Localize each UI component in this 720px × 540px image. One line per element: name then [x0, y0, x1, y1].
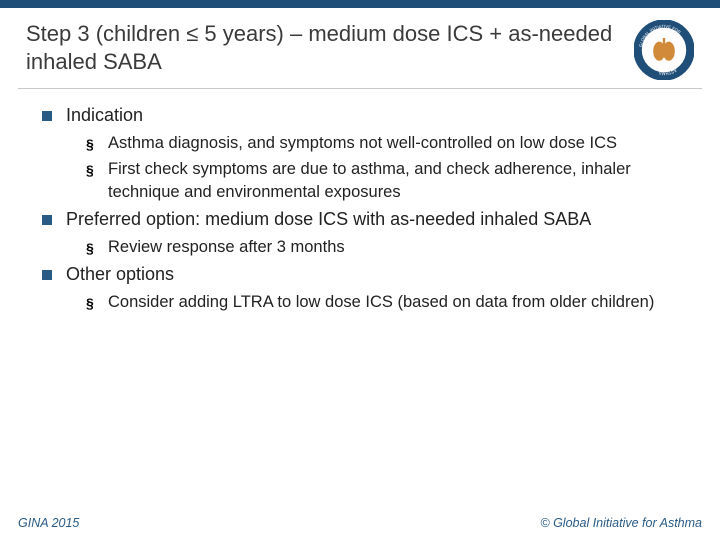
list-item-text: Asthma diagnosis, and symptoms not well-… — [108, 132, 617, 154]
section-sublist: § Consider adding LTRA to low dose ICS (… — [86, 291, 694, 313]
list-item: § Review response after 3 months — [86, 236, 694, 258]
gina-logo-icon: GLOBAL INITIATIVE FOR ASTHMA — [634, 20, 694, 80]
top-accent-bar — [0, 0, 720, 8]
header-divider — [18, 88, 702, 89]
square-bullet-icon — [42, 111, 52, 121]
section-heading-text: Other options — [66, 264, 174, 285]
section-other: Other options § Consider adding LTRA to … — [42, 264, 694, 313]
block-bullet-icon: § — [86, 294, 96, 313]
section-sublist: § Asthma diagnosis, and symptoms not wel… — [86, 132, 694, 203]
section-sublist: § Review response after 3 months — [86, 236, 694, 258]
content-area: Indication § Asthma diagnosis, and sympt… — [0, 99, 720, 516]
section-heading: Indication — [42, 105, 694, 126]
square-bullet-icon — [42, 215, 52, 225]
list-item: § Asthma diagnosis, and symptoms not wel… — [86, 132, 694, 154]
header: Step 3 (children ≤ 5 years) – medium dos… — [0, 8, 720, 88]
square-bullet-icon — [42, 270, 52, 280]
list-item: § First check symptoms are due to asthma… — [86, 158, 694, 203]
block-bullet-icon: § — [86, 161, 96, 180]
section-heading-text: Indication — [66, 105, 143, 126]
block-bullet-icon: § — [86, 239, 96, 258]
list-item-text: Consider adding LTRA to low dose ICS (ba… — [108, 291, 654, 313]
section-preferred: Preferred option: medium dose ICS with a… — [42, 209, 694, 258]
section-heading-text: Preferred option: medium dose ICS with a… — [66, 209, 591, 230]
block-bullet-icon: § — [86, 135, 96, 154]
slide-title: Step 3 (children ≤ 5 years) – medium dos… — [26, 20, 626, 75]
section-heading: Preferred option: medium dose ICS with a… — [42, 209, 694, 230]
slide: Step 3 (children ≤ 5 years) – medium dos… — [0, 0, 720, 540]
list-item-text: First check symptoms are due to asthma, … — [108, 158, 694, 203]
footer-right-text: © Global Initiative for Asthma — [540, 516, 702, 530]
list-item-text: Review response after 3 months — [108, 236, 345, 258]
footer-left-text: GINA 2015 — [18, 516, 79, 530]
footer: GINA 2015 © Global Initiative for Asthma — [0, 516, 720, 540]
list-item: § Consider adding LTRA to low dose ICS (… — [86, 291, 694, 313]
section-indication: Indication § Asthma diagnosis, and sympt… — [42, 105, 694, 203]
section-heading: Other options — [42, 264, 694, 285]
